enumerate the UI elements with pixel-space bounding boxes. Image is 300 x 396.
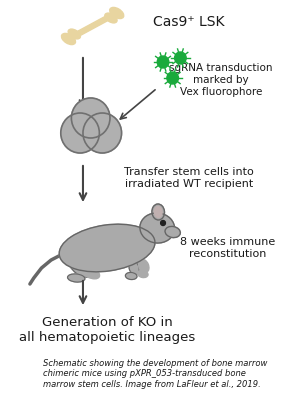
Ellipse shape (125, 272, 137, 280)
Text: Transfer stem cells into
irradiated WT recipient: Transfer stem cells into irradiated WT r… (124, 167, 254, 189)
Ellipse shape (165, 227, 180, 238)
Ellipse shape (80, 265, 100, 279)
Ellipse shape (110, 8, 124, 19)
Text: Cas9⁺ LSK: Cas9⁺ LSK (153, 15, 225, 29)
Circle shape (61, 113, 99, 153)
Ellipse shape (68, 29, 80, 39)
Text: Schematic showing the development of bone marrow
chimeric mice using pXPR_053-tr: Schematic showing the development of bon… (43, 359, 268, 389)
Text: 8 weeks immune
reconstitution: 8 weeks immune reconstitution (180, 237, 275, 259)
Ellipse shape (139, 259, 149, 273)
Circle shape (83, 113, 122, 153)
Circle shape (157, 56, 169, 68)
Circle shape (160, 221, 165, 225)
Ellipse shape (137, 270, 148, 278)
Ellipse shape (68, 274, 85, 282)
Ellipse shape (152, 204, 164, 220)
Text: sgRNA transduction
marked by
Vex fluorophore: sgRNA transduction marked by Vex fluorop… (169, 63, 273, 97)
Ellipse shape (61, 33, 76, 45)
Circle shape (175, 52, 186, 64)
Ellipse shape (154, 206, 162, 217)
Circle shape (167, 72, 178, 84)
Ellipse shape (140, 213, 175, 243)
Circle shape (71, 98, 110, 138)
Ellipse shape (129, 261, 139, 275)
FancyArrow shape (69, 12, 116, 40)
Ellipse shape (69, 259, 91, 277)
Ellipse shape (105, 13, 117, 23)
Ellipse shape (59, 224, 155, 272)
Text: Generation of KO in
all hematopoietic lineages: Generation of KO in all hematopoietic li… (19, 316, 195, 344)
